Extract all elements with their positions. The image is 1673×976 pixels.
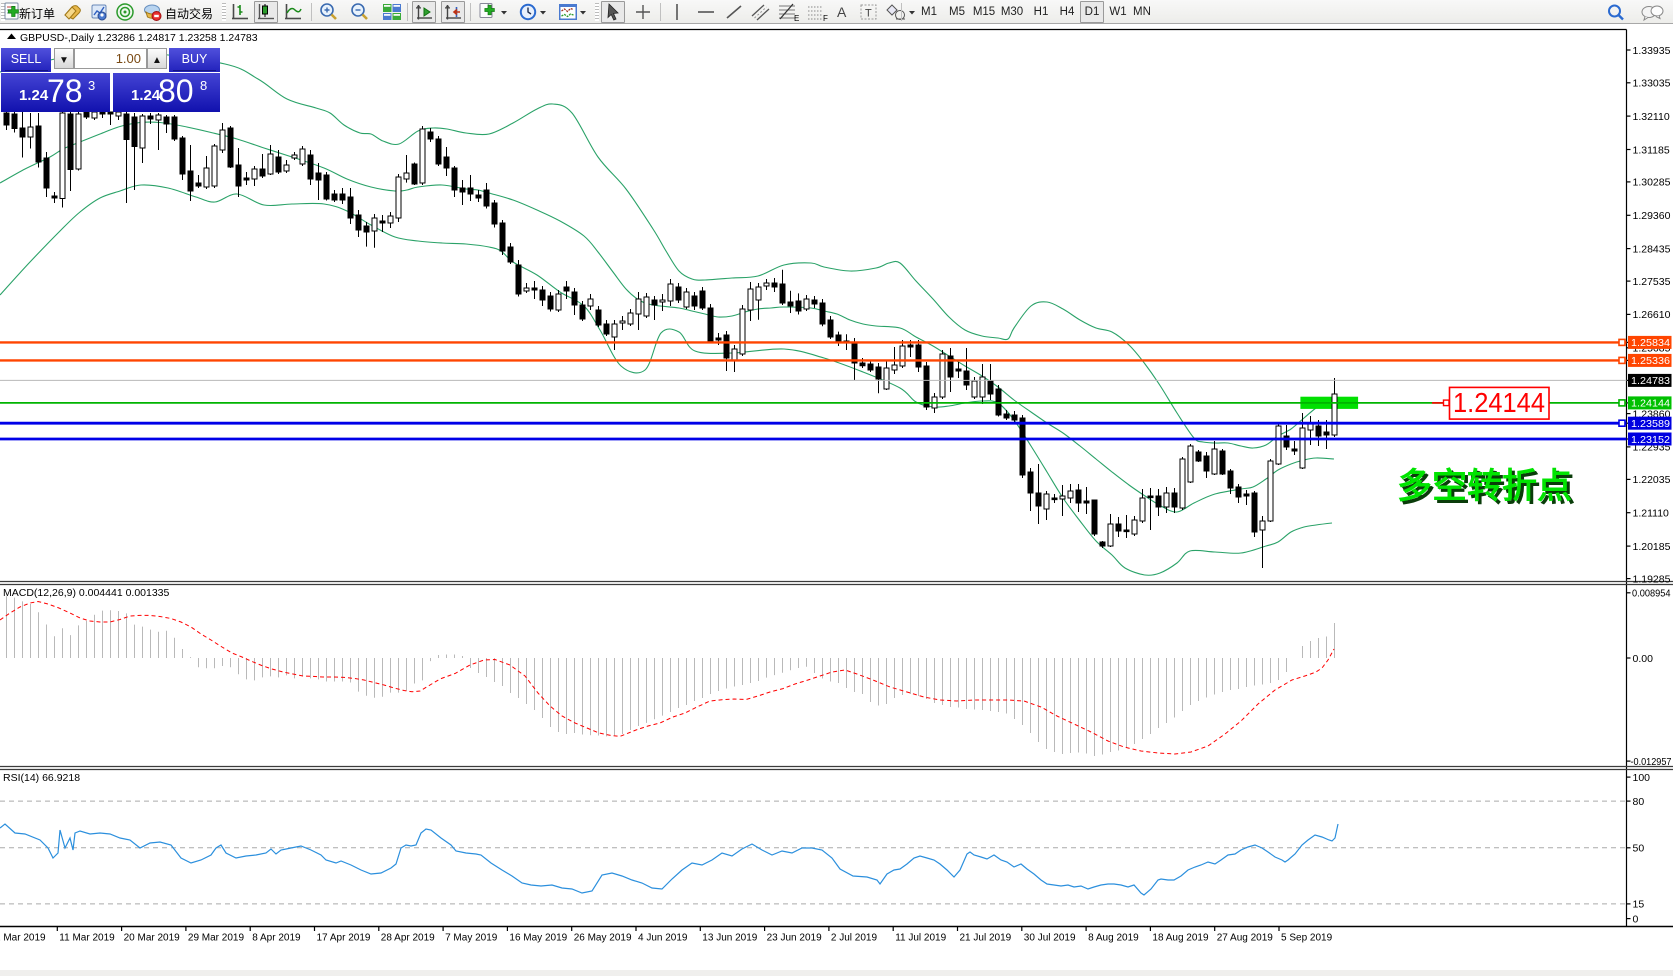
svg-text:1.20185: 1.20185 — [1633, 541, 1671, 553]
svg-text:RSI(14) 66.9218: RSI(14) 66.9218 — [3, 772, 80, 784]
svg-text:28 Apr 2019: 28 Apr 2019 — [381, 933, 435, 944]
svg-text:-0.012957: -0.012957 — [1631, 756, 1672, 768]
svg-text:1.33035: 1.33035 — [1633, 78, 1671, 90]
svg-text:1.27535: 1.27535 — [1633, 276, 1671, 288]
svg-text:1.29360: 1.29360 — [1633, 210, 1671, 222]
svg-text:1.32110: 1.32110 — [1633, 111, 1670, 123]
svg-text:30 Jul 2019: 30 Jul 2019 — [1024, 933, 1076, 944]
svg-text:1.21110: 1.21110 — [1633, 508, 1670, 520]
svg-text:1.33935: 1.33935 — [1633, 45, 1671, 57]
svg-text:4 Jun 2019: 4 Jun 2019 — [638, 933, 688, 944]
svg-text:0.008954: 0.008954 — [1632, 588, 1671, 600]
svg-text:11 Mar 2019: 11 Mar 2019 — [59, 933, 115, 944]
svg-text:11 Jul 2019: 11 Jul 2019 — [895, 933, 946, 944]
svg-text:80: 80 — [1633, 796, 1645, 808]
svg-text:17 Apr 2019: 17 Apr 2019 — [317, 933, 371, 944]
svg-text:F: F — [823, 14, 828, 22]
svg-text:1.24783: 1.24783 — [1631, 375, 1670, 387]
svg-text:2 Jul 2019: 2 Jul 2019 — [831, 933, 878, 944]
svg-text:29 Mar 2019: 29 Mar 2019 — [188, 933, 245, 944]
svg-text:1.31185: 1.31185 — [1633, 144, 1670, 156]
svg-text:100: 100 — [1633, 772, 1651, 784]
svg-text:0: 0 — [1633, 913, 1639, 925]
svg-text:8 Apr 2019: 8 Apr 2019 — [252, 933, 301, 944]
svg-text:50: 50 — [1633, 843, 1645, 855]
svg-text:1.23589: 1.23589 — [1631, 418, 1670, 430]
svg-text:0.00: 0.00 — [1633, 653, 1654, 665]
svg-text:27 Aug 2019: 27 Aug 2019 — [1217, 933, 1274, 944]
svg-text:20 Mar 2019: 20 Mar 2019 — [124, 933, 181, 944]
svg-text:1.28435: 1.28435 — [1633, 243, 1671, 255]
svg-text:1.30285: 1.30285 — [1633, 177, 1671, 189]
svg-text:多空转折点: 多空转折点 — [1400, 470, 1575, 509]
svg-text:多空转折点: 多空转折点 — [1397, 467, 1572, 506]
svg-text:GBPUSD-,Daily 1.23286 1.24817: GBPUSD-,Daily 1.23286 1.24817 1.23258 1.… — [20, 32, 258, 44]
svg-text:1.19285: 1.19285 — [1633, 573, 1671, 585]
svg-text:5 Sep 2019: 5 Sep 2019 — [1281, 933, 1333, 944]
svg-text:1 Mar 2019: 1 Mar 2019 — [0, 933, 46, 944]
svg-text:1.23152: 1.23152 — [1631, 434, 1670, 446]
svg-text:26 May 2019: 26 May 2019 — [574, 933, 632, 944]
svg-text:8 Aug 2019: 8 Aug 2019 — [1088, 933, 1139, 944]
svg-text:7 May 2019: 7 May 2019 — [445, 933, 498, 944]
svg-text:21 Jul 2019: 21 Jul 2019 — [960, 933, 1012, 944]
svg-text:1.26610: 1.26610 — [1633, 309, 1671, 321]
svg-text:1.22035: 1.22035 — [1633, 474, 1671, 486]
svg-text:23 Jun 2019: 23 Jun 2019 — [767, 933, 822, 944]
svg-text:1.25336: 1.25336 — [1631, 355, 1670, 367]
svg-text:13 Jun 2019: 13 Jun 2019 — [702, 933, 757, 944]
svg-text:16 May 2019: 16 May 2019 — [509, 933, 567, 944]
svg-text:1.24144: 1.24144 — [1631, 398, 1670, 410]
svg-text:15: 15 — [1633, 899, 1645, 911]
svg-text:A: A — [837, 4, 847, 20]
svg-text:E: E — [794, 14, 799, 22]
svg-text:1.24144: 1.24144 — [1453, 387, 1545, 418]
svg-text:1.25834: 1.25834 — [1631, 337, 1670, 349]
svg-text:T: T — [865, 8, 872, 20]
svg-text:18 Aug 2019: 18 Aug 2019 — [1152, 933, 1209, 944]
svg-text:MACD(12,26,9) 0.004441 0.00133: MACD(12,26,9) 0.004441 0.001335 — [3, 587, 170, 599]
